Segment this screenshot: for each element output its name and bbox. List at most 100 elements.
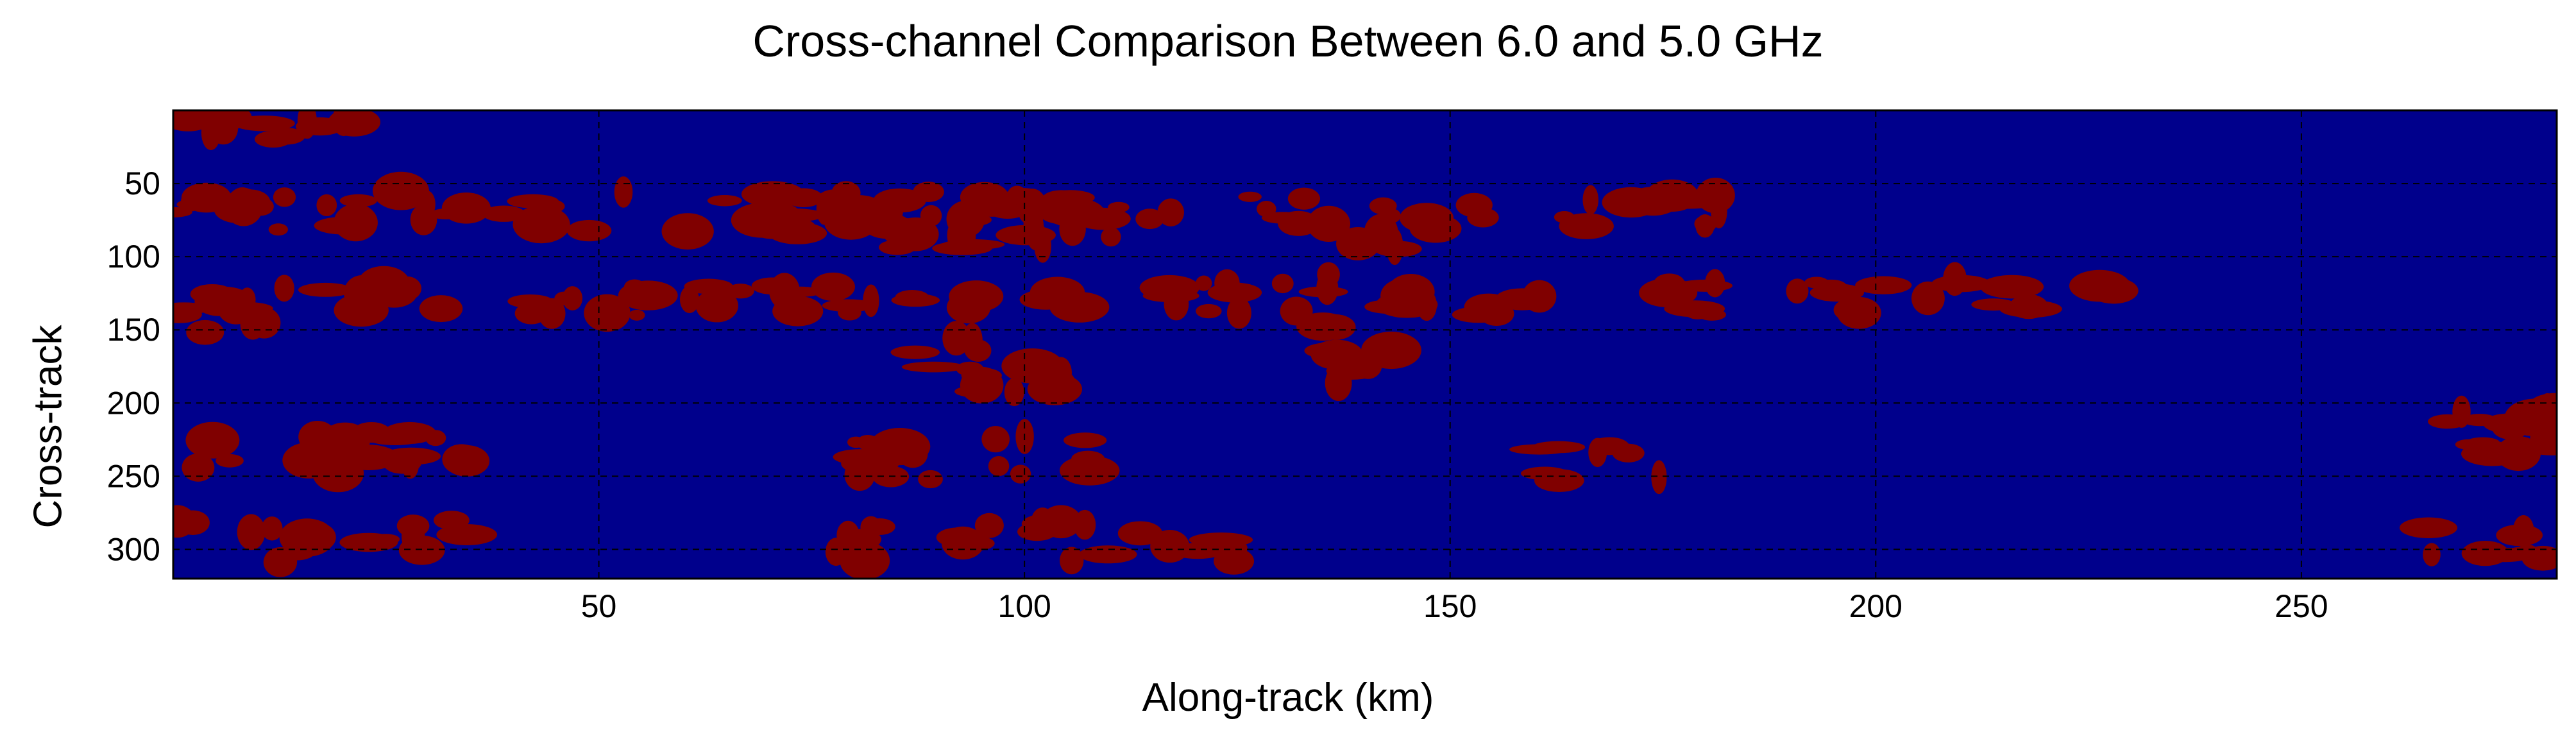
- flag-patch: [1027, 373, 1083, 405]
- flag-patch: [2478, 547, 2532, 563]
- flag-patch: [1040, 505, 1082, 539]
- flag-patch: [863, 518, 895, 536]
- flag-patch: [402, 450, 419, 479]
- flag-patch: [482, 205, 525, 222]
- flag-patch: [233, 115, 295, 132]
- flag-patch: [1060, 547, 1084, 575]
- flag-patch: [186, 319, 225, 345]
- flag-patch: [1400, 203, 1454, 234]
- flag-patch: [1314, 314, 1356, 340]
- flag-patch: [372, 171, 429, 210]
- chart-title: Cross-channel Comparison Between 6.0 and…: [752, 16, 1824, 66]
- flag-patch: [507, 294, 553, 309]
- flag-patch: [965, 192, 987, 227]
- flag-patch: [2530, 423, 2552, 455]
- flag-region: [2399, 515, 2557, 571]
- flag-patch: [863, 284, 879, 318]
- flag-patch: [419, 295, 463, 323]
- flag-patch: [918, 470, 943, 489]
- flag-patch: [1509, 444, 1570, 455]
- flag-patch: [1911, 281, 1945, 316]
- flag-patch: [268, 223, 288, 236]
- flag-region: [182, 420, 490, 493]
- flag-patch: [176, 510, 210, 535]
- flag-patch: [816, 189, 851, 214]
- y-tick-label: 200: [107, 385, 160, 421]
- flag-patch: [988, 455, 1010, 477]
- flag-patch: [554, 291, 573, 306]
- flag-patch: [240, 309, 266, 340]
- flag-patch: [180, 192, 203, 212]
- flag-region: [1296, 227, 1438, 402]
- flag-patch: [1108, 201, 1130, 213]
- flag-patch: [825, 538, 847, 566]
- flag-patch: [444, 445, 490, 477]
- flag-patch: [1079, 545, 1137, 564]
- flag-patch: [2009, 294, 2048, 319]
- flag-patch: [1135, 208, 1164, 230]
- x-axis-label: Along-track (km): [1142, 675, 1434, 720]
- flag-patch: [629, 309, 645, 321]
- flag-patch: [334, 203, 378, 242]
- flag-patch: [1386, 228, 1403, 266]
- flag-patch: [727, 284, 754, 299]
- flag-patch: [869, 206, 895, 226]
- flag-patch: [1063, 432, 1107, 448]
- flag-patch: [1369, 197, 1397, 215]
- x-tick-label: 50: [581, 588, 617, 624]
- x-tick-label: 250: [2275, 588, 2328, 624]
- flag-patch: [196, 433, 218, 451]
- flag-region: [1554, 177, 1735, 239]
- flag-patch: [2521, 545, 2539, 564]
- flag-patch: [1651, 460, 1667, 495]
- flag-patch: [1019, 289, 1072, 310]
- flag-patch: [1214, 547, 1255, 575]
- flag-patch: [1317, 262, 1340, 287]
- flag-patch: [1059, 455, 1120, 486]
- flag-patch: [981, 425, 1010, 453]
- flag-patch: [1304, 342, 1356, 359]
- flag-patch: [2512, 515, 2534, 548]
- flag-patch: [1697, 309, 1726, 321]
- flag-patch: [430, 208, 461, 220]
- flag-patch: [965, 339, 992, 362]
- flag-patch: [1010, 464, 1031, 484]
- flag-patch: [777, 286, 822, 297]
- flag-patch: [1074, 509, 1096, 540]
- flag-region: [890, 321, 1083, 407]
- flag-patch: [920, 205, 942, 226]
- flag-patch: [1238, 191, 1262, 202]
- flag-patch: [1150, 530, 1190, 563]
- flag-region: [1509, 437, 1667, 495]
- flag-patch: [1534, 469, 1584, 493]
- flag-patch: [182, 453, 215, 482]
- flag-patch: [1298, 286, 1348, 298]
- flag-patch: [266, 128, 305, 145]
- flag-patch: [173, 305, 202, 323]
- flag-patch: [960, 366, 1004, 403]
- flag-patch: [614, 176, 633, 208]
- x-tick-label: 200: [1849, 588, 1902, 624]
- flag-patch: [2462, 414, 2498, 427]
- y-axis-ticks: 50 100 150 200 250 300: [107, 166, 160, 567]
- flag-patch: [879, 239, 916, 255]
- flag-patch: [998, 197, 1015, 214]
- flag-patch: [679, 285, 699, 314]
- flag-patch: [529, 223, 545, 243]
- flag-patch: [949, 280, 1004, 312]
- flag-patch: [731, 203, 793, 238]
- flag-patch: [942, 239, 1005, 250]
- flag-patch: [950, 535, 995, 552]
- flag-patch: [419, 550, 439, 561]
- flag-patch: [273, 187, 296, 207]
- flag-patch: [890, 345, 940, 359]
- y-tick-label: 150: [107, 312, 160, 348]
- flag-patch: [1117, 521, 1163, 546]
- flag-patch: [538, 201, 561, 232]
- y-tick-label: 300: [107, 531, 160, 567]
- x-tick-label: 100: [997, 588, 1051, 624]
- flag-patch: [838, 305, 861, 321]
- flag-patch: [811, 272, 855, 302]
- flag-patch: [316, 194, 337, 217]
- flag-patch: [2496, 436, 2541, 471]
